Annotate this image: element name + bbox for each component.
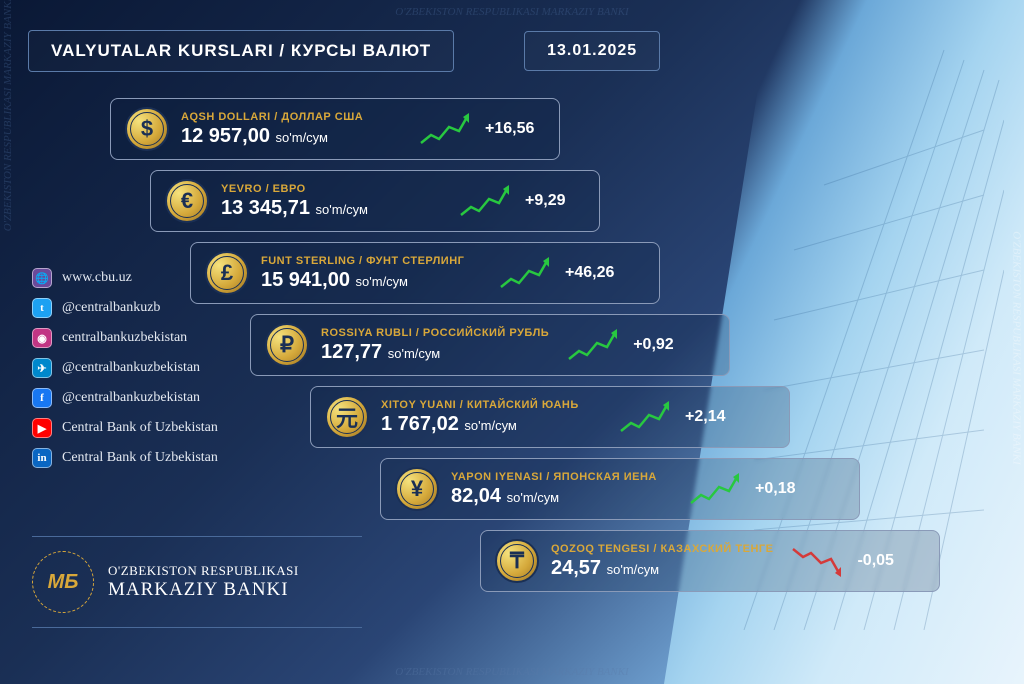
currency-coin-icon: 元 [325,395,369,439]
currency-coin-icon: ₽ [265,323,309,367]
social-item[interactable]: ◉ centralbankuzbekistan [32,328,218,348]
trend-up-icon [419,111,471,147]
currency-text: XITOY YUANI / КИТАЙСКИЙ ЮАНЬ 1 767,02 so… [381,399,601,436]
bank-block: МБ O'ZBEKISTON RESPUBLIKASI MARKAZIY BAN… [32,536,362,628]
currency-change: +16,56 [485,120,545,138]
social-text: Central Bank of Uzbekistan [62,450,218,466]
social-icon: ◉ [32,328,52,348]
currency-rate: 127,77 so'm/сум [321,341,549,364]
bank-line2: MARKAZIY BANKI [108,579,299,601]
trend-down-icon [791,543,843,579]
currency-card: $ AQSH DOLLARI / ДОЛЛАР США 12 957,00 so… [110,98,560,160]
currency-name: ROSSIYA RUBLI / РОССИЙСКИЙ РУБЛЬ [321,327,549,339]
social-icon: in [32,448,52,468]
social-text: www.cbu.uz [62,270,132,286]
currency-text: YEVRO / ЕВРО 13 345,71 so'm/сум [221,183,441,220]
social-item[interactable]: ▶ Central Bank of Uzbekistan [32,418,218,438]
currency-name: QOZOQ TENGESI / КАЗАХСКИЙ ТЕНГЕ [551,543,773,555]
currency-card: € YEVRO / ЕВРО 13 345,71 so'm/сум +9,29 [150,170,600,232]
trend-up-icon [459,183,511,219]
currency-change: +0,18 [755,480,815,498]
social-icon: t [32,298,52,318]
watermark-left: O'ZBEKISTON RESPUBLIKASI MARKAZIY BANKI [2,0,14,231]
social-icon: 🌐 [32,268,52,288]
currency-rate: 13 345,71 so'm/сум [221,197,441,220]
currency-unit: so'm/сум [464,418,516,433]
currency-unit: so'm/сум [276,130,328,145]
currency-text: YAPON IYENASI / ЯПОНСКАЯ ИЕНА 82,04 so'm… [451,471,671,508]
currency-card: £ FUNT STERLING / ФУНТ СТЕРЛИНГ 15 941,0… [190,242,660,304]
poster-root: O'ZBEKISTON RESPUBLIKASI MARKAZIY BANKI … [0,0,1024,684]
bank-text: O'ZBEKISTON RESPUBLIKASI MARKAZIY BANKI [108,563,299,601]
currency-card: 元 XITOY YUANI / КИТАЙСКИЙ ЮАНЬ 1 767,02 … [310,386,790,448]
currency-card: ₽ ROSSIYA RUBLI / РОССИЙСКИЙ РУБЛЬ 127,7… [250,314,730,376]
currency-name: XITOY YUANI / КИТАЙСКИЙ ЮАНЬ [381,399,601,411]
currency-change: +2,14 [685,408,745,426]
currency-rate: 1 767,02 so'm/сум [381,413,601,436]
header: VALYUTALAR KURSLARI / КУРСЫ ВАЛЮТ 13.01.… [28,30,660,72]
currency-cards-container: $ AQSH DOLLARI / ДОЛЛАР США 12 957,00 so… [110,98,940,602]
currency-change: +9,29 [525,192,585,210]
social-text: centralbankuzbekistan [62,330,187,346]
trend-up-icon [499,255,551,291]
currency-text: QOZOQ TENGESI / КАЗАХСКИЙ ТЕНГЕ 24,57 so… [551,543,773,580]
social-text: @centralbankuzb [62,300,160,316]
currency-unit: so'm/сум [507,490,559,505]
social-item[interactable]: 🌐 www.cbu.uz [32,268,218,288]
trend-up-icon [619,399,671,435]
currency-coin-icon: € [165,179,209,223]
bank-logo-text: МБ [48,571,79,594]
currency-rate: 12 957,00 so'm/сум [181,125,401,148]
social-text: @centralbankuzbekistan [62,390,200,406]
watermark-bottom: O'ZBEKISTON RESPUBLIKASI MARKAZIY BANKI [395,666,628,678]
social-item[interactable]: t @centralbankuzb [32,298,218,318]
currency-card: ¥ YAPON IYENASI / ЯПОНСКАЯ ИЕНА 82,04 so… [380,458,860,520]
social-list: 🌐 www.cbu.uz t @centralbankuzb ◉ central… [32,268,218,478]
currency-change: +0,92 [633,336,693,354]
currency-card: ₸ QOZOQ TENGESI / КАЗАХСКИЙ ТЕНГЕ 24,57 … [480,530,940,592]
social-item[interactable]: ✈ @centralbankuzbekistan [32,358,218,378]
social-text: Central Bank of Uzbekistan [62,420,218,436]
date-box: 13.01.2025 [524,31,660,71]
currency-rate: 15 941,00 so'm/сум [261,269,481,292]
currency-name: FUNT STERLING / ФУНТ СТЕРЛИНГ [261,255,481,267]
currency-change: +46,26 [565,264,625,282]
currency-name: YAPON IYENASI / ЯПОНСКАЯ ИЕНА [451,471,671,483]
currency-unit: so'm/сум [316,202,368,217]
currency-name: AQSH DOLLARI / ДОЛЛАР США [181,111,401,123]
currency-text: FUNT STERLING / ФУНТ СТЕРЛИНГ 15 941,00 … [261,255,481,292]
social-icon: f [32,388,52,408]
currency-unit: so'm/сум [356,274,408,289]
currency-coin-icon: ₸ [495,539,539,583]
trend-up-icon [689,471,741,507]
currency-change: -0,05 [857,552,917,570]
social-icon: ✈ [32,358,52,378]
currency-rate: 82,04 so'm/сум [451,485,671,508]
watermark-top: O'ZBEKISTON RESPUBLIKASI MARKAZIY BANKI [395,6,628,18]
currency-text: AQSH DOLLARI / ДОЛЛАР США 12 957,00 so'm… [181,111,401,148]
currency-coin-icon: ¥ [395,467,439,511]
currency-name: YEVRO / ЕВРО [221,183,441,195]
bank-logo: МБ [32,551,94,613]
social-text: @centralbankuzbekistan [62,360,200,376]
social-item[interactable]: in Central Bank of Uzbekistan [32,448,218,468]
currency-unit: so'm/сум [388,346,440,361]
watermark-right: O'ZBEKISTON RESPUBLIKASI MARKAZIY BANKI [1010,231,1022,464]
currency-coin-icon: $ [125,107,169,151]
social-icon: ▶ [32,418,52,438]
trend-up-icon [567,327,619,363]
currency-rate: 24,57 so'm/сум [551,557,773,580]
social-item[interactable]: f @centralbankuzbekistan [32,388,218,408]
title-box: VALYUTALAR KURSLARI / КУРСЫ ВАЛЮТ [28,30,454,72]
bank-line1: O'ZBEKISTON RESPUBLIKASI [108,563,299,579]
currency-text: ROSSIYA RUBLI / РОССИЙСКИЙ РУБЛЬ 127,77 … [321,327,549,364]
currency-unit: so'm/сум [607,562,659,577]
